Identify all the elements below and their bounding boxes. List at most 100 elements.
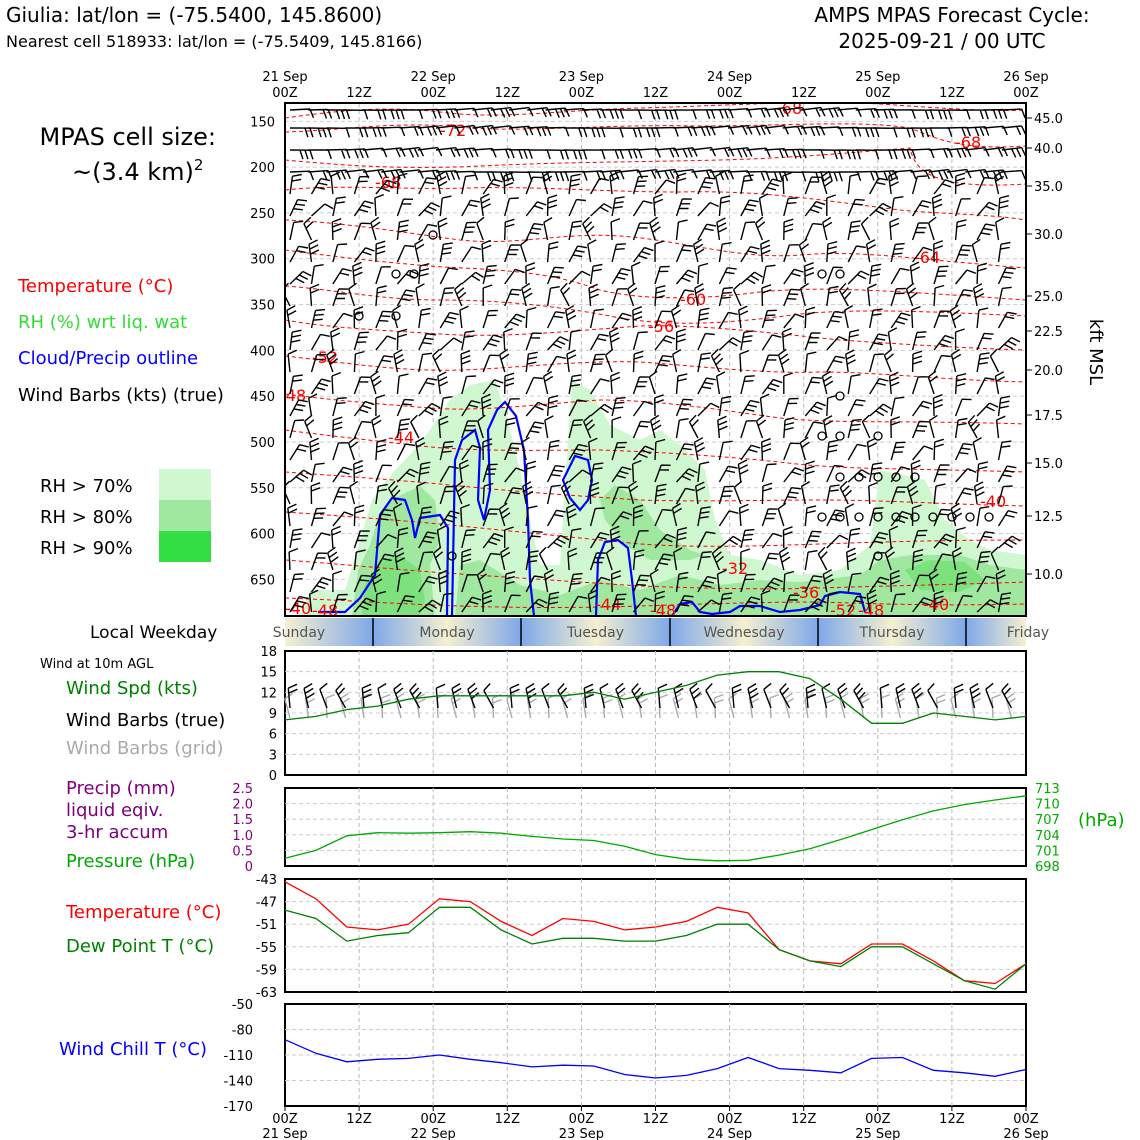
pressure-tick: 707: [1035, 813, 1060, 828]
temp-contour: [285, 103, 1026, 119]
wind-barb: [927, 216, 937, 241]
wind-barb: [675, 373, 688, 395]
wind-barb: [892, 127, 916, 138]
wind-barb: [906, 480, 919, 505]
wind-barb: [783, 594, 800, 613]
rh-legend: RH (%) wrt liq. wat: [18, 312, 187, 333]
wind-barb: [873, 127, 898, 138]
location-title: Giulia: lat/lon = (-75.5400, 145.8600): [6, 3, 382, 27]
wind-barb: [589, 482, 600, 505]
altitude-axis: 45.0 40.0 35.0 30.0 25.0 22.5 20.0 17.5 15.0 12.5…: [1026, 112, 1063, 583]
pressure-tick: 650: [250, 573, 275, 588]
pressure-tick: 710: [1035, 798, 1060, 813]
wind-barb: [847, 245, 866, 263]
wind-barb: [415, 283, 425, 307]
wind-barb: [826, 266, 843, 285]
y-tick-label: -140: [223, 1075, 253, 1090]
temp-label: -64: [914, 248, 940, 267]
wind-barb: [783, 372, 794, 394]
wind-barb: [632, 504, 644, 527]
wind-barb: [308, 108, 333, 119]
wind-barb: [461, 400, 481, 417]
wind-barb: [761, 178, 782, 195]
weekday-segment: [818, 618, 966, 646]
wind-barb: [740, 174, 754, 195]
wind-barb: [912, 200, 932, 217]
cross-section-panel: -72 -68 -68 -68 -64 -60 -56 -52 -48 -44 …: [250, 102, 1106, 617]
wind-barb: [581, 149, 606, 160]
wind-barb: [873, 108, 898, 119]
wind-barb: [409, 683, 422, 709]
wind-barb: [611, 511, 633, 527]
wind-barb: [418, 402, 441, 417]
wind-barb: [654, 464, 671, 483]
wind-barb: [799, 436, 810, 461]
weekday-label: Tuesday: [566, 625, 624, 641]
bottom-time-tick: 00Z: [865, 1112, 891, 1127]
wind-barb: [955, 467, 977, 483]
wind-barb: [568, 173, 581, 195]
wind-barb: [568, 329, 581, 351]
altitude-tick: 12.5: [1034, 510, 1063, 525]
wind-barb: [675, 328, 687, 351]
wind-barb: [946, 109, 971, 120]
wind-barb: [361, 683, 373, 709]
bottom-date-label: 21 Sep: [262, 1127, 307, 1140]
cloud-outline: [561, 454, 594, 512]
wind-barb: [804, 306, 816, 329]
wind-barb: [370, 216, 381, 241]
y-tick-label: -50: [232, 998, 253, 1013]
wind-barb: [976, 201, 998, 217]
wind-barb: [461, 548, 472, 571]
wind-barb: [761, 438, 772, 461]
wind-barb: [332, 196, 346, 217]
wind-barb: [953, 683, 964, 709]
wind-barb: [865, 239, 877, 263]
wind-barb: [525, 332, 542, 351]
wind-barb: [362, 168, 388, 180]
wind-barb: [546, 439, 560, 461]
wind-barb: [565, 305, 577, 329]
wind-barb: [589, 333, 609, 351]
wind-barb: [352, 261, 363, 285]
wind-barb: [867, 283, 877, 307]
wind-barb: [288, 547, 299, 571]
temperature-legend-2: Temperature (°C): [65, 902, 221, 923]
wind-barb: [759, 393, 770, 417]
altitude-tick: 20.0: [1034, 364, 1063, 379]
weekday-label: Friday: [1007, 625, 1049, 641]
wind-barb: [826, 311, 844, 329]
wind-barb: [482, 178, 503, 195]
bottom-date-label: 22 Sep: [411, 1127, 456, 1140]
top-time-tick: 12Z: [495, 86, 521, 101]
wind-barb: [783, 397, 799, 417]
wind-barb: [632, 350, 644, 373]
wind-barb: [482, 532, 504, 549]
wind-barb: [927, 683, 939, 709]
pressure-legend: Pressure (hPa): [66, 851, 195, 872]
wind-barb: [839, 480, 852, 505]
wind-barb: [826, 439, 839, 461]
wind-barb: [332, 312, 353, 329]
wind-barb: [482, 334, 503, 351]
wind-barb: [375, 553, 395, 571]
wind-barb: [822, 569, 834, 593]
wind-barb: [589, 462, 604, 483]
wind-barb: [482, 284, 493, 306]
icing-circle: [354, 311, 364, 321]
wind-barb: [783, 487, 801, 505]
pressure-axis: 150 200 250 300 350 400 450 500 550 600 650: [250, 115, 275, 588]
wind-barb: [525, 351, 538, 373]
wind-barb: [946, 126, 971, 137]
wind-barb: [738, 305, 749, 329]
wind-barb: [563, 127, 588, 138]
wind-barb: [477, 414, 486, 439]
wind-barb: [611, 593, 627, 613]
wind-barb: [887, 327, 898, 351]
wind-barb: [461, 330, 475, 351]
wind-barb: [600, 108, 625, 120]
wind-barb: [331, 371, 342, 395]
wind-barb: [997, 311, 1017, 329]
wind-barb: [910, 127, 935, 138]
